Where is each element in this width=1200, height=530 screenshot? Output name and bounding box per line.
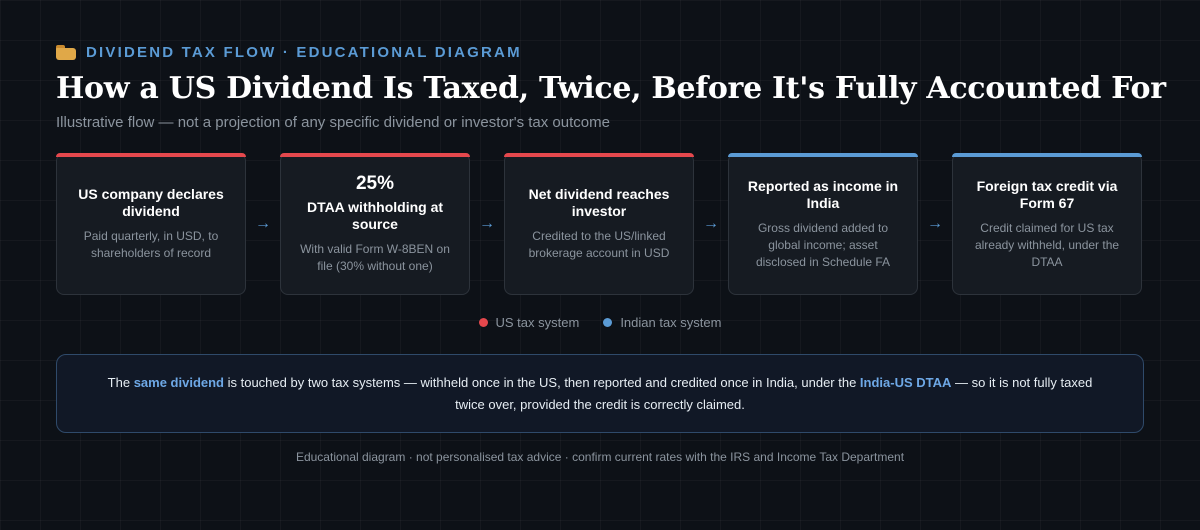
callout-highlight: same dividend bbox=[133, 375, 224, 390]
callout-text: is touched by two tax systems — withheld… bbox=[224, 375, 860, 390]
step-heading: Net dividend reaches investor bbox=[528, 186, 670, 219]
arrow-right-icon: → bbox=[703, 215, 719, 232]
step-card-1: US company declares dividend Paid quarte… bbox=[56, 153, 246, 295]
footer-disclaimer: Educational diagram · not personalised t… bbox=[295, 450, 905, 464]
arrow-right-icon: → bbox=[479, 215, 495, 232]
page-title: How a US Dividend Is Taxed, Twice, Befor… bbox=[56, 71, 1166, 106]
eyebrow-text: DIVIDEND TAX FLOW · EDUCATIONAL DIAGRAM bbox=[86, 44, 522, 61]
summary-callout: The same dividend is touched by two tax … bbox=[56, 354, 1144, 433]
step-description: Credit claimed for US tax already withhe… bbox=[974, 220, 1120, 269]
page-subtitle: Illustrative flow — not a projection of … bbox=[56, 114, 610, 131]
step-heading: US company declares dividend bbox=[78, 186, 224, 219]
legend-item-us: US tax system bbox=[478, 315, 580, 330]
folder-icon bbox=[56, 45, 76, 60]
step-rate: 25% bbox=[355, 173, 395, 194]
step-heading: DTAA withholding at source bbox=[306, 199, 444, 232]
legend-item-india: Indian tax system bbox=[603, 315, 721, 330]
legend-label: Indian tax system bbox=[620, 315, 722, 330]
step-card-5: Foreign tax credit via Form 67 Credit cl… bbox=[952, 153, 1142, 295]
legend-label: US tax system bbox=[495, 315, 580, 330]
step-heading: Foreign tax credit via Form 67 bbox=[976, 177, 1118, 211]
red-dot-icon bbox=[478, 318, 488, 327]
arrow-right-icon: → bbox=[255, 215, 271, 232]
step-description: Paid quarterly, in USD, to shareholders … bbox=[83, 229, 219, 260]
callout-highlight: India-US DTAA bbox=[859, 375, 952, 390]
arrow-right-icon: → bbox=[927, 215, 943, 232]
step-heading: Reported as income in India bbox=[747, 177, 899, 211]
step-card-3: Net dividend reaches investor Credited t… bbox=[504, 153, 694, 295]
step-card-4: Reported as income in India Gross divide… bbox=[728, 153, 918, 295]
eyebrow: DIVIDEND TAX FLOW · EDUCATIONAL DIAGRAM bbox=[56, 44, 1144, 61]
step-card-2: 25% DTAA withholding at source With vali… bbox=[280, 153, 470, 295]
blue-dot-icon bbox=[603, 318, 613, 327]
callout-text: — so it is not fully taxed twice over, p… bbox=[455, 375, 1093, 412]
legend: US tax system Indian tax system bbox=[56, 315, 1144, 330]
callout-text: The bbox=[107, 375, 134, 390]
step-description: Credited to the US/linked brokerage acco… bbox=[528, 229, 670, 260]
step-description: Gross dividend added to global income; a… bbox=[755, 220, 891, 269]
step-description: With valid Form W-8BEN on file (30% with… bbox=[300, 242, 450, 273]
flow-diagram: US company declares dividend Paid quarte… bbox=[56, 153, 1144, 295]
